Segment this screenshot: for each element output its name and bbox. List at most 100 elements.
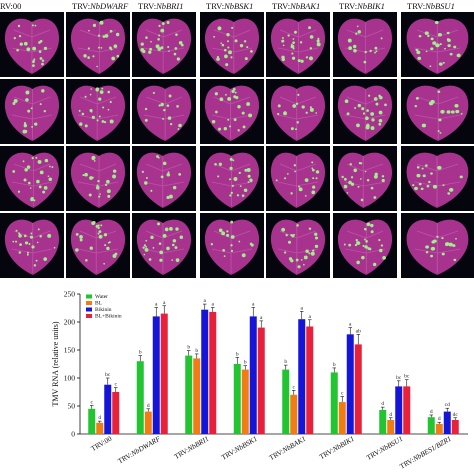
category-label: TRV:NbBES1/BZR1 bbox=[399, 435, 453, 471]
tmv-lesion bbox=[157, 37, 160, 41]
leaf-vein bbox=[211, 156, 253, 206]
bar bbox=[160, 313, 168, 434]
tmv-lesion bbox=[303, 263, 305, 266]
tmv-lesion bbox=[113, 44, 118, 49]
tmv-lesion bbox=[362, 112, 366, 115]
tmv-lesion bbox=[378, 110, 383, 115]
tmv-lesion bbox=[362, 244, 365, 247]
leaf-vein bbox=[277, 156, 319, 206]
tmv-lesion bbox=[163, 109, 166, 112]
tmv-lesion bbox=[99, 20, 104, 25]
tmv-lesion bbox=[343, 184, 348, 189]
tmv-lesion bbox=[437, 165, 442, 170]
tmv-lesion bbox=[43, 109, 46, 113]
tmv-lesion bbox=[145, 177, 148, 179]
tmv-lesion bbox=[104, 34, 109, 38]
leaf-photo bbox=[132, 213, 196, 278]
leaf-shape bbox=[204, 85, 260, 141]
tmv-lesion bbox=[455, 109, 460, 114]
tmv-lesion bbox=[48, 177, 53, 182]
tmv-lesion bbox=[382, 255, 386, 260]
tmv-lesion bbox=[293, 233, 296, 236]
tmv-lesion bbox=[246, 46, 249, 49]
tmv-lesion bbox=[415, 48, 419, 52]
tmv-lesion bbox=[347, 38, 352, 43]
tmv-lesion bbox=[39, 57, 43, 60]
tmv-lesion bbox=[13, 98, 18, 103]
tmv-lesion bbox=[312, 177, 315, 180]
tmv-lesion bbox=[364, 245, 368, 249]
tmv-lesion bbox=[290, 234, 293, 237]
tmv-lesion bbox=[23, 121, 27, 125]
tmv-lesion bbox=[373, 196, 377, 199]
tmv-lesion bbox=[350, 176, 354, 179]
tmv-lesion bbox=[96, 184, 99, 187]
tmv-lesion bbox=[84, 172, 88, 177]
tmv-lesion bbox=[247, 174, 251, 178]
tmv-lesion bbox=[158, 34, 161, 37]
tmv-lesion bbox=[234, 39, 238, 43]
tmv-lesion bbox=[158, 157, 160, 159]
leaf-photo bbox=[200, 79, 264, 144]
significance-letter: b bbox=[195, 348, 198, 354]
tmv-lesion bbox=[141, 170, 144, 173]
tmv-lesion bbox=[417, 56, 422, 61]
tmv-lesion bbox=[371, 118, 375, 122]
bar bbox=[387, 420, 395, 434]
tmv-lesion bbox=[98, 97, 102, 101]
tmv-lesion bbox=[421, 123, 427, 128]
tmv-lesion bbox=[346, 192, 349, 194]
tmv-lesion bbox=[437, 130, 440, 132]
tmv-lesion bbox=[39, 234, 42, 238]
leaf-shape bbox=[204, 219, 260, 275]
tmv-lesion bbox=[380, 244, 384, 247]
tmv-lesion bbox=[373, 262, 377, 267]
leaf-vein bbox=[11, 89, 53, 139]
column-header-prefix: TRV: bbox=[206, 1, 225, 11]
category-gene: NbBRI1 bbox=[185, 435, 210, 454]
tmv-lesion bbox=[103, 233, 108, 237]
tmv-lesion bbox=[309, 47, 313, 50]
significance-letter: c bbox=[115, 382, 118, 388]
tmv-lesion bbox=[103, 262, 105, 265]
tmv-lesion bbox=[12, 240, 15, 243]
tmv-lesion bbox=[162, 161, 167, 166]
tmv-lesion bbox=[440, 109, 445, 114]
tmv-lesion bbox=[308, 252, 311, 255]
tmv-lesion bbox=[178, 172, 182, 176]
tmv-lesion bbox=[453, 258, 457, 262]
tmv-lesion bbox=[381, 175, 385, 178]
significance-letter: bc bbox=[105, 372, 111, 378]
tmv-lesion bbox=[418, 182, 422, 186]
tmv-lesion bbox=[315, 177, 318, 180]
column-header: RV:00 bbox=[0, 0, 21, 12]
tmv-lesion bbox=[173, 52, 177, 56]
tmv-lesion bbox=[275, 179, 278, 182]
tmv-lesion bbox=[39, 103, 42, 106]
tmv-lesion bbox=[381, 178, 385, 183]
legend-label: BL+Bikinin bbox=[95, 314, 122, 320]
category-gene: NbBIK1 bbox=[330, 435, 355, 454]
tmv-lesion bbox=[301, 105, 305, 109]
tmv-lesion bbox=[227, 40, 230, 43]
tmv-lesion bbox=[32, 60, 35, 64]
tmv-lesion bbox=[452, 244, 456, 248]
tmv-lesion bbox=[106, 179, 110, 184]
tmv-lesion bbox=[82, 174, 85, 177]
tmv-lesion bbox=[437, 90, 441, 93]
tmv-lesion bbox=[144, 107, 148, 111]
tmv-lesion bbox=[454, 103, 459, 108]
leaf-photo bbox=[333, 79, 397, 144]
bar bbox=[354, 344, 362, 434]
category-label: TRV:NbBIK1 bbox=[318, 435, 356, 461]
tmv-lesion bbox=[316, 39, 320, 43]
tmv-lesion bbox=[353, 48, 357, 53]
tmv-lesion bbox=[102, 106, 105, 109]
column-header-prefix: RV: bbox=[0, 1, 13, 11]
tmv-lesion bbox=[380, 37, 383, 40]
significance-letter: b bbox=[236, 351, 239, 357]
tmv-lesion bbox=[26, 253, 29, 256]
tmv-lesion bbox=[221, 43, 225, 47]
category-label: TRV:NbBSK1 bbox=[220, 435, 259, 462]
leaf-photo bbox=[132, 146, 196, 211]
